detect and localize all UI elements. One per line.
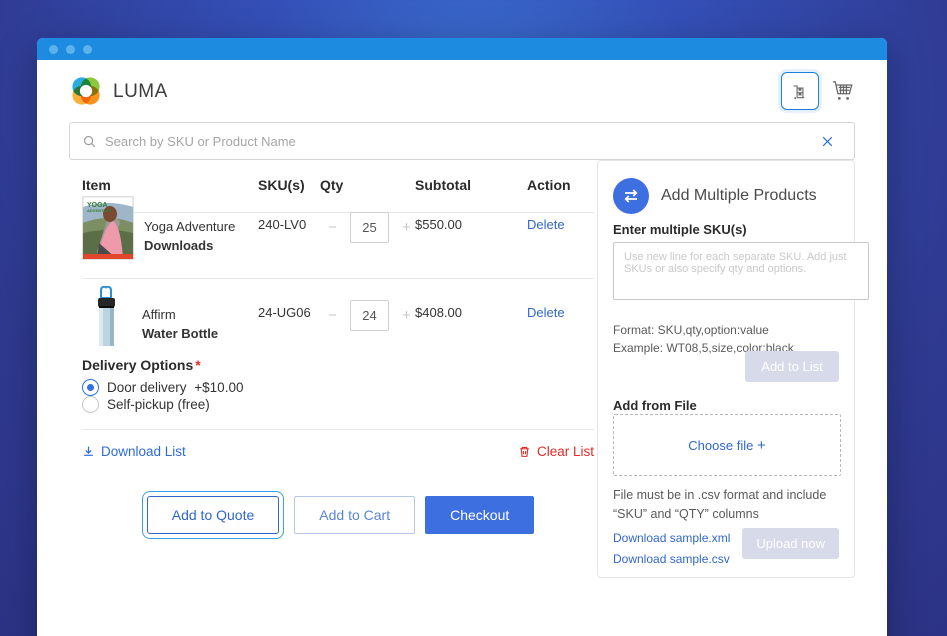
svg-text:ADVENTURE: ADVENTURE [87, 208, 112, 213]
